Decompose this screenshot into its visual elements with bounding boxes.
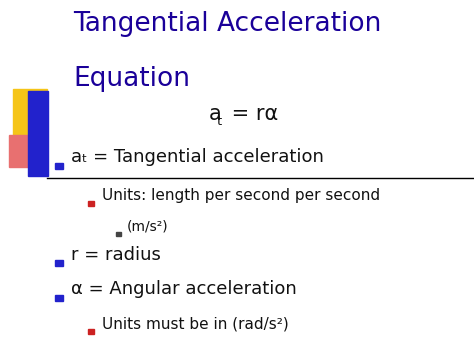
Text: Equation: Equation bbox=[73, 66, 191, 92]
Bar bbox=[55, 261, 63, 266]
Text: Units must be in (rad/s²): Units must be in (rad/s²) bbox=[102, 316, 289, 331]
Text: r = radius: r = radius bbox=[71, 246, 161, 264]
Bar bbox=[28, 91, 48, 176]
Text: Units: length per second per second: Units: length per second per second bbox=[102, 189, 380, 203]
Bar bbox=[55, 163, 63, 169]
Bar bbox=[88, 201, 94, 206]
Text: aₜ = Tangential acceleration: aₜ = Tangential acceleration bbox=[71, 148, 324, 166]
Text: Tangential Acceleration: Tangential Acceleration bbox=[73, 11, 382, 37]
Bar bbox=[116, 232, 121, 236]
Bar bbox=[88, 329, 94, 334]
Text: = rα: = rα bbox=[225, 104, 278, 124]
Bar bbox=[13, 89, 47, 137]
Bar bbox=[9, 135, 44, 167]
Text: (m/s²): (m/s²) bbox=[127, 220, 169, 234]
Bar bbox=[55, 295, 63, 301]
Text: t: t bbox=[217, 115, 222, 128]
Text: α = Angular acceleration: α = Angular acceleration bbox=[71, 280, 297, 298]
Text: a: a bbox=[209, 104, 221, 124]
